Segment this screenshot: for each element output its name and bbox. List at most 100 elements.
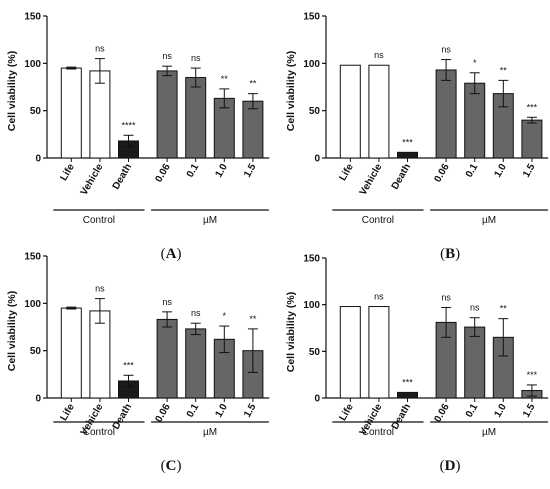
- x-tick-label: 0.06: [153, 162, 172, 185]
- x-tick-label: 0.1: [185, 162, 202, 180]
- bar-0_06: [156, 318, 178, 399]
- x-tick-label: Death: [111, 162, 134, 192]
- x-tick-label: 0.1: [464, 402, 481, 420]
- bar-0_06: [435, 69, 457, 159]
- y-axis-label: Cell viability (%): [6, 51, 18, 132]
- treatment-group-label: µM: [482, 427, 496, 438]
- bar-life: [339, 306, 361, 399]
- treatment-group-label: µM: [482, 215, 496, 226]
- bar-life: [60, 307, 82, 399]
- chart-panel-b: 0 50 100 150 Cell viability (%) Life ns Vehicle…: [285, 12, 549, 262]
- x-tick-label: Life: [58, 402, 77, 423]
- x-tick-label: 1.5: [521, 402, 538, 420]
- y-axis-label: Cell viability (%): [285, 51, 297, 132]
- x-tick-label: 1.0: [213, 162, 230, 180]
- significance-label: ****: [121, 120, 136, 130]
- x-tick-label: Life: [337, 402, 356, 423]
- significance-label: **: [500, 65, 508, 75]
- significance-label: ns: [162, 51, 172, 61]
- control-group-label: Control: [362, 427, 394, 438]
- significance-label: ***: [527, 102, 538, 112]
- bar-0_1: [464, 82, 486, 159]
- significance-label: ns: [374, 292, 384, 302]
- bar-vehicle: [368, 306, 390, 399]
- panel-letter: (D): [440, 458, 461, 474]
- significance-label: **: [249, 314, 257, 324]
- significance-label: **: [221, 74, 229, 84]
- y-tick-label: 150: [303, 12, 320, 23]
- y-tick-label: 50: [30, 106, 42, 117]
- x-tick-label: 0.06: [432, 402, 451, 425]
- significance-label: ***: [527, 370, 538, 380]
- bar-vehicle: [89, 70, 111, 159]
- x-tick-label: Life: [58, 162, 77, 183]
- control-group-label: Control: [83, 427, 115, 438]
- bar-0_1: [185, 77, 207, 159]
- x-tick-label: 1.5: [242, 162, 259, 180]
- y-tick-label: 100: [24, 59, 41, 70]
- x-tick-label: 1.0: [492, 402, 509, 420]
- x-tick-label: Vehicle: [79, 162, 106, 198]
- x-tick-label: 1.5: [521, 162, 538, 180]
- significance-label: ns: [162, 297, 172, 307]
- y-tick-label: 50: [309, 106, 321, 117]
- y-tick-label: 0: [314, 394, 320, 405]
- x-tick-label: 0.06: [432, 162, 451, 185]
- significance-label: ***: [123, 360, 134, 370]
- x-tick-label: 1.0: [492, 162, 509, 180]
- x-tick-label: 0.1: [464, 162, 481, 180]
- y-axis-label: Cell viability (%): [6, 291, 18, 372]
- x-tick-label: Death: [390, 162, 413, 192]
- control-group-label: Control: [83, 215, 115, 226]
- control-group-label: Control: [362, 215, 394, 226]
- bar-1_5: [242, 100, 264, 159]
- y-tick-label: 150: [24, 252, 41, 263]
- significance-label: ns: [191, 53, 201, 63]
- chart-panel-a: 0 50 100 150 Cell viability (%) Life ns Vehicle…: [6, 12, 270, 262]
- significance-label: ns: [470, 303, 480, 313]
- y-tick-label: 100: [24, 299, 41, 310]
- bar-0_1: [185, 328, 207, 399]
- significance-label: ns: [441, 292, 451, 302]
- bar-life: [339, 64, 361, 159]
- x-tick-label: 1.5: [242, 402, 259, 420]
- y-axis-label: Cell viability (%): [285, 292, 297, 373]
- y-tick-label: 0: [35, 154, 41, 165]
- panel-letter: (C): [161, 458, 182, 474]
- x-tick-label: Vehicle: [358, 162, 385, 198]
- y-tick-label: 0: [314, 154, 320, 165]
- significance-label: **: [500, 304, 508, 314]
- y-tick-label: 150: [303, 254, 320, 265]
- significance-label: ***: [402, 377, 413, 387]
- y-tick-label: 150: [24, 12, 41, 23]
- panel-letter: (A): [161, 246, 182, 262]
- y-tick-label: 50: [309, 347, 321, 358]
- panel-letter: (B): [440, 246, 460, 262]
- bar-vehicle: [89, 310, 111, 399]
- y-tick-label: 100: [303, 300, 320, 311]
- y-tick-label: 50: [30, 346, 42, 357]
- significance-label: ***: [402, 137, 413, 147]
- y-tick-label: 100: [303, 59, 320, 70]
- bar-life: [60, 67, 82, 159]
- significance-label: ns: [374, 50, 384, 60]
- significance-label: *: [223, 311, 227, 321]
- x-tick-label: 0.06: [153, 402, 172, 425]
- y-tick-label: 0: [35, 394, 41, 405]
- bar-0_06: [156, 70, 178, 159]
- x-tick-label: Life: [337, 162, 356, 183]
- significance-label: ns: [95, 284, 105, 294]
- x-tick-label: 0.1: [185, 402, 202, 420]
- x-tick-label: 1.0: [213, 402, 230, 420]
- significance-label: ns: [191, 308, 201, 318]
- significance-label: ns: [95, 44, 105, 54]
- significance-label: *: [473, 58, 477, 68]
- treatment-group-label: µM: [203, 215, 217, 226]
- bar-vehicle: [368, 64, 390, 159]
- bar-death: [397, 391, 418, 399]
- bar-1_5: [521, 119, 543, 159]
- significance-label: ns: [441, 45, 451, 55]
